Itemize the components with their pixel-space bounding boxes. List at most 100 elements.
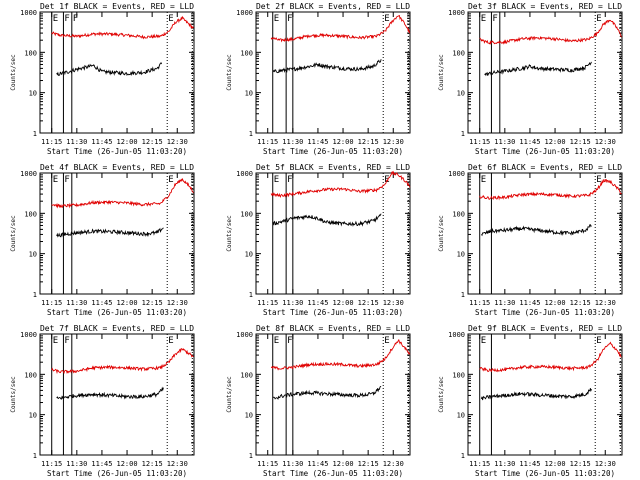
series-lld-line [479, 341, 622, 373]
x-tick-label: 12:30 [383, 460, 404, 468]
y-tick-label: 1000 [236, 9, 253, 17]
event-marker-label: F [64, 175, 69, 185]
y-tick-label: 1 [461, 291, 465, 299]
panel-det-4f: Det 4f BLACK = Events, RED = LLD 1 10 100 10… [10, 163, 195, 317]
y-tick-label: 1000 [20, 331, 37, 339]
y-tick-label: 10 [245, 90, 253, 98]
x-axis-label: Start Time (26-Jun-05 11:03:20) [263, 469, 403, 478]
y-axis-label: Counts/sec [226, 215, 233, 252]
series-lld-line [51, 348, 194, 375]
x-axis-label: Start Time (26-Jun-05 11:03:20) [47, 147, 187, 156]
x-tick-label: 11:30 [282, 460, 303, 468]
y-axis-label: Counts/sec [10, 376, 17, 413]
event-marker-label: E [168, 175, 173, 185]
panel-title: Det 1f BLACK = Events, RED = LLD [40, 2, 194, 11]
event-marker-label: F [64, 14, 69, 24]
series-lld-line [270, 170, 411, 198]
x-axis-label: Start Time (26-Jun-05 11:03:20) [47, 308, 187, 317]
x-tick-label: 11:45 [519, 299, 540, 307]
panel-det-6f: Det 6f BLACK = Events, RED = LLD 1 10 100 10… [438, 163, 623, 317]
panel-title: Det 7f BLACK = Events, RED = LLD [40, 324, 194, 333]
series-lld-line [51, 15, 194, 40]
series-events-line [481, 224, 592, 237]
x-tick-label: 12:30 [595, 460, 616, 468]
x-tick-label: 12:30 [383, 299, 404, 307]
y-tick-label: 1000 [448, 9, 465, 17]
event-marker-label: F [492, 14, 497, 24]
x-tick-label: 12:00 [333, 138, 354, 146]
event-marker-label: E [53, 336, 58, 346]
event-marker-label: E [274, 175, 279, 185]
x-tick-label: 12:15 [358, 138, 379, 146]
y-tick-label: 100 [24, 49, 37, 57]
y-tick-label: 1 [33, 291, 37, 299]
x-tick-label: 11:45 [307, 460, 328, 468]
event-marker-label: E [168, 14, 173, 24]
y-tick-label: 10 [457, 412, 465, 420]
series-events-line [484, 61, 592, 77]
y-tick-label: 1000 [448, 170, 465, 178]
x-axis-label: Start Time (26-Jun-05 11:03:20) [475, 469, 615, 478]
y-tick-label: 1000 [20, 170, 37, 178]
panel-title: Det 4f BLACK = Events, RED = LLD [40, 163, 194, 172]
series-lld-line [51, 177, 194, 209]
y-tick-label: 1000 [448, 331, 465, 339]
x-tick-label: 11:15 [469, 460, 490, 468]
x-tick-label: 12:15 [358, 299, 379, 307]
x-tick-label: 11:15 [41, 138, 62, 146]
x-tick-label: 12:00 [545, 299, 566, 307]
x-tick-label: 11:45 [91, 138, 112, 146]
x-tick-label: 12:00 [545, 138, 566, 146]
x-tick-label: 12:15 [142, 138, 163, 146]
x-tick-label: 11:30 [66, 460, 87, 468]
x-tick-label: 11:30 [282, 138, 303, 146]
y-tick-label: 1 [249, 452, 253, 460]
x-axis-label: Start Time (26-Jun-05 11:03:20) [263, 147, 403, 156]
series-lld-line [479, 178, 622, 201]
series-events-line [56, 386, 164, 400]
y-axis-label: Counts/sec [438, 54, 445, 91]
y-tick-label: 100 [24, 210, 37, 218]
x-tick-label: 12:15 [142, 299, 163, 307]
panel-det-5f: Det 5f BLACK = Events, RED = LLD 1 10 100 10… [226, 163, 411, 317]
series-events-line [272, 59, 382, 74]
x-tick-label: 11:45 [91, 299, 112, 307]
series-lld-line [270, 14, 411, 43]
event-marker-label: F [287, 175, 292, 185]
panel-det-2f: Det 2f BLACK = Events, RED = LLD 1 10 100 10… [226, 2, 411, 156]
panel-det-1f: Det 1f BLACK = Events, RED = LLD 1 10 100 10… [10, 2, 195, 156]
y-tick-label: 1000 [20, 9, 37, 17]
y-tick-label: 1000 [236, 331, 253, 339]
x-tick-label: 12:15 [570, 299, 591, 307]
event-marker-label: E [596, 175, 601, 185]
x-tick-label: 11:15 [41, 460, 62, 468]
y-tick-label: 10 [457, 251, 465, 259]
x-tick-label: 11:45 [91, 460, 112, 468]
y-tick-label: 100 [240, 49, 253, 57]
x-tick-label: 11:45 [519, 138, 540, 146]
x-tick-label: 12:00 [333, 460, 354, 468]
x-tick-label: 11:15 [41, 299, 62, 307]
x-tick-label: 11:30 [282, 299, 303, 307]
panel-det-7f: Det 7f BLACK = Events, RED = LLD 1 10 100 10… [10, 324, 195, 478]
y-axis-label: Counts/sec [226, 376, 233, 413]
x-tick-label: 12:15 [142, 460, 163, 468]
y-tick-label: 10 [245, 412, 253, 420]
plot-frame [255, 11, 411, 134]
x-tick-label: 11:30 [66, 299, 87, 307]
y-tick-label: 10 [29, 90, 37, 98]
event-marker-label: E [274, 336, 279, 346]
x-tick-label: 12:30 [167, 299, 188, 307]
x-tick-label: 12:00 [117, 299, 138, 307]
event-marker-label: F [73, 14, 78, 24]
x-axis-label: Start Time (26-Jun-05 11:03:20) [47, 469, 187, 478]
y-tick-label: 10 [245, 251, 253, 259]
y-axis-label: Counts/sec [438, 215, 445, 252]
x-tick-label: 12:00 [333, 299, 354, 307]
y-axis-label: Counts/sec [10, 54, 17, 91]
x-axis-label: Start Time (26-Jun-05 11:03:20) [263, 308, 403, 317]
event-marker-label: E [596, 14, 601, 24]
plot-frame [39, 333, 195, 456]
x-tick-label: 12:00 [545, 460, 566, 468]
y-axis-label: Counts/sec [226, 54, 233, 91]
